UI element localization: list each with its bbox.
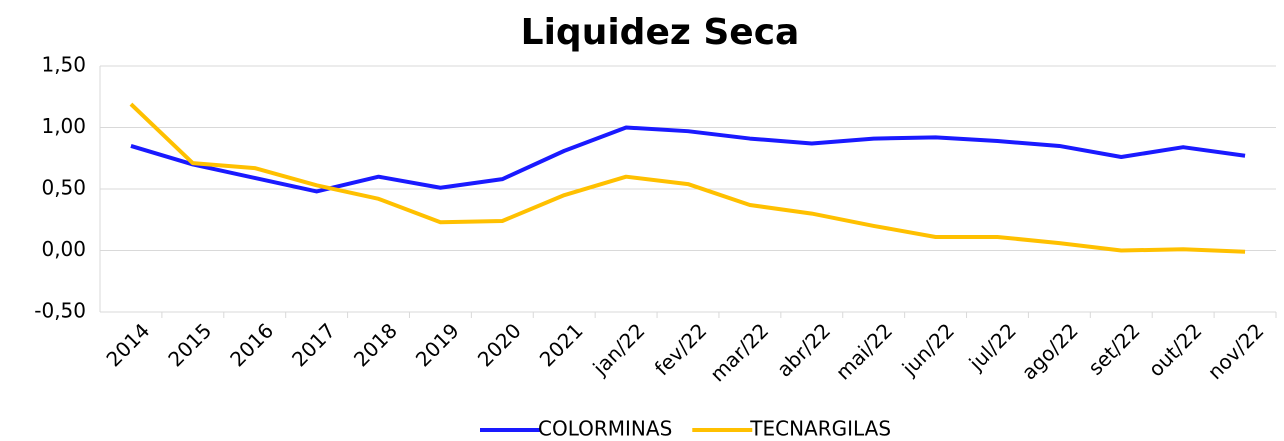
y-tick-label: 1,00 (41, 114, 86, 138)
y-tick-label: 1,50 (41, 53, 86, 77)
x-tick-label: 2015 (163, 318, 216, 371)
chart-title: Liquidez Seca (521, 12, 800, 53)
y-tick-label: 0,00 (41, 237, 86, 261)
x-tick-label: mar/22 (705, 318, 773, 386)
x-tick-label: jul/22 (964, 318, 1021, 375)
x-tick-label: 2018 (349, 318, 402, 371)
line-series (129, 102, 1246, 254)
y-tick-label: 0,50 (41, 176, 86, 200)
x-tick-label: 2014 (101, 318, 154, 371)
y-tick-label: -0,50 (34, 299, 86, 323)
x-tick-label: jan/22 (588, 318, 650, 380)
legend-label: TECNARGILAS (749, 417, 891, 441)
x-tick-label: 2021 (535, 318, 588, 371)
x-tick-label: nov/22 (1203, 318, 1269, 384)
x-tick-label: out/22 (1144, 318, 1207, 381)
x-tick-label: set/22 (1083, 318, 1144, 379)
x-tick-label: 2019 (411, 318, 464, 371)
x-tick-label: jun/22 (897, 318, 959, 380)
x-tick-label: 2016 (225, 318, 278, 371)
x-tick-label: mai/22 (831, 318, 897, 384)
legend-label: COLORMINAS (538, 417, 672, 441)
line-series (130, 125, 1246, 194)
x-tick-label: fev/22 (650, 318, 712, 380)
x-tick-label: abr/22 (772, 318, 835, 381)
x-tick-label: ago/22 (1017, 318, 1083, 384)
x-tick-label: 2017 (287, 318, 340, 371)
x-tick-label: 2020 (473, 318, 526, 371)
